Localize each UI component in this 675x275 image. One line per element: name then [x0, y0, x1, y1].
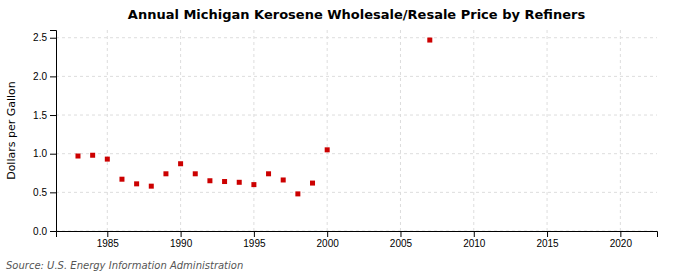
point — [90, 153, 95, 158]
tick-label: 2010 — [463, 238, 486, 249]
tick: 1.0 — [33, 148, 56, 159]
point — [75, 154, 80, 159]
tick: 2.5 — [33, 32, 56, 43]
point — [251, 182, 256, 187]
tick-label: 2000 — [317, 238, 340, 249]
tick-label: 2015 — [536, 238, 559, 249]
tick-label: 2005 — [390, 238, 413, 249]
point — [222, 179, 227, 184]
grid-line — [56, 76, 657, 77]
point — [237, 180, 242, 185]
tick: 0.0 — [33, 226, 56, 237]
grid-line — [253, 30, 254, 231]
tick-mark — [50, 192, 56, 193]
grid-line — [56, 115, 657, 116]
grid-line — [327, 30, 328, 231]
tick-label: 0.0 — [33, 226, 47, 237]
title: Annual Michigan Kerosene Wholesale/Resal… — [128, 7, 586, 22]
axis-line — [50, 31, 57, 232]
point — [119, 177, 124, 182]
points — [75, 38, 432, 197]
grid-line — [473, 30, 474, 231]
tick-mark — [547, 231, 548, 237]
tick: 2020 — [610, 231, 633, 249]
plot-area: 1985 1990 1995 2000 2005 2010 2015 2020 0.0 0.5 1.… — [33, 30, 657, 249]
tick: 2.0 — [33, 71, 56, 82]
tick-mark — [474, 231, 475, 237]
tick-mark — [50, 38, 56, 39]
tick-mark — [400, 231, 401, 237]
tick-label: 0.5 — [33, 187, 47, 198]
grid-line — [107, 30, 108, 231]
point — [134, 181, 139, 186]
chart: 1985 1990 1995 2000 2005 2010 2015 2020 0.0 0.5 1.… — [0, 0, 675, 275]
tick: 2000 — [317, 231, 340, 249]
tick-label: 1995 — [243, 238, 266, 249]
point — [295, 191, 300, 196]
tick-label: 1990 — [170, 238, 193, 249]
tick: 1.5 — [33, 110, 56, 121]
tick-label: 1.0 — [33, 148, 47, 159]
tick: 1990 — [170, 231, 193, 249]
point — [149, 184, 154, 189]
y-axis-title: Dollars per Gallon — [5, 81, 18, 180]
tick-mark — [50, 154, 56, 155]
grid — [56, 30, 657, 231]
tick-label: 2.0 — [33, 71, 47, 82]
point — [310, 181, 315, 186]
grid-line — [56, 192, 657, 193]
tick-mark — [50, 76, 56, 77]
tick-label: 1985 — [97, 238, 120, 249]
tick: 2005 — [390, 231, 413, 249]
tick-label: 2020 — [610, 238, 633, 249]
tick-mark — [327, 231, 328, 237]
grid-line — [56, 153, 657, 154]
grid-line — [180, 30, 181, 231]
point — [105, 157, 110, 162]
point — [178, 161, 183, 166]
tick: 2010 — [463, 231, 486, 249]
axis-line — [57, 232, 658, 238]
tick-label: 1.5 — [33, 110, 47, 121]
tick-mark — [50, 115, 56, 116]
tick: 0.5 — [33, 187, 56, 198]
tick: 1995 — [243, 231, 266, 249]
point — [193, 171, 198, 176]
tick-label: 2.5 — [33, 32, 47, 43]
tick: 1985 — [97, 231, 120, 249]
tick: 2015 — [536, 231, 559, 249]
annotation: Source: U.S. Energy Information Administ… — [6, 260, 243, 271]
grid-line — [620, 30, 621, 231]
grid-line — [56, 37, 657, 38]
point — [325, 147, 330, 152]
tick-mark — [620, 231, 621, 237]
point — [207, 178, 212, 183]
x-axis: 1985 1990 1995 2000 2005 2010 2015 2020 — [57, 231, 658, 249]
tick-mark — [107, 231, 108, 237]
point — [163, 171, 168, 176]
grid-line — [400, 30, 401, 231]
grid-line — [547, 30, 548, 231]
y-axis: 0.0 0.5 1.0 1.5 2.0 2.5 — [33, 31, 56, 237]
point — [281, 177, 286, 182]
point — [427, 38, 432, 43]
tick-mark — [254, 231, 255, 237]
point — [266, 171, 271, 176]
tick-mark — [50, 231, 56, 232]
tick-mark — [181, 231, 182, 237]
